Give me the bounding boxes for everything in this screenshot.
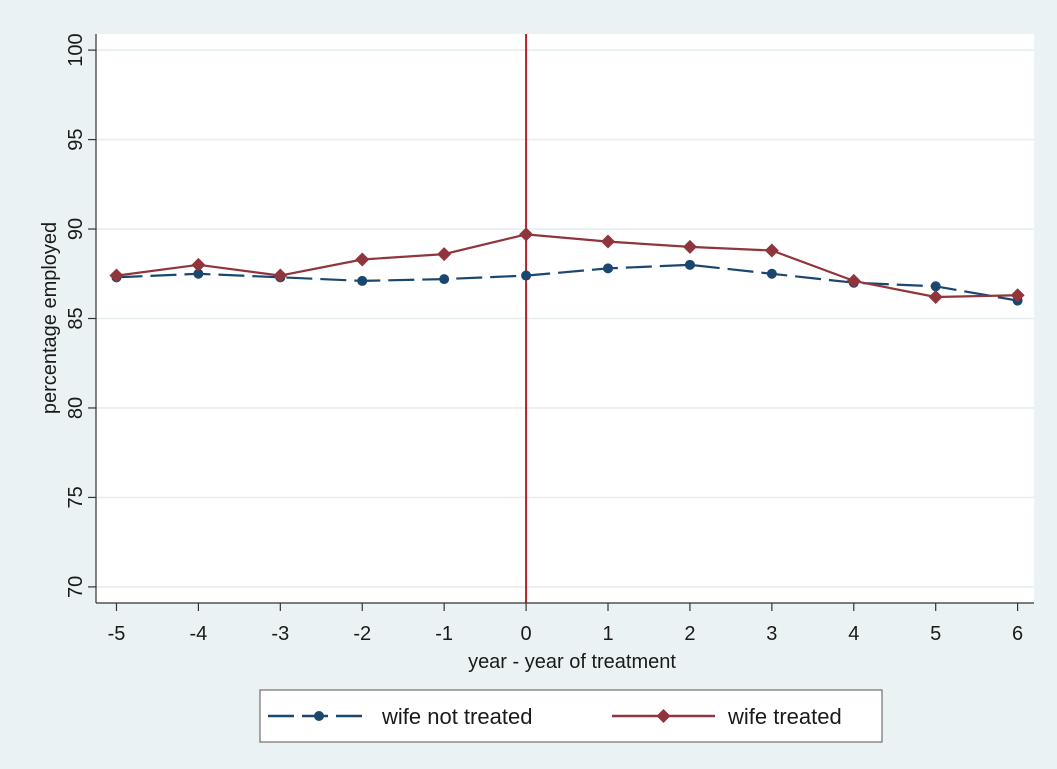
x-axis-title: year - year of treatment <box>468 651 676 673</box>
series-0-point <box>766 268 777 279</box>
series-0-point <box>193 268 204 279</box>
series-1-point <box>682 239 697 254</box>
grid-lines <box>96 49 1034 588</box>
series-1-point <box>437 247 452 262</box>
legend-marker-wife-treated <box>656 709 671 723</box>
x-tick-label: 1 <box>602 623 613 645</box>
series-1-point <box>601 234 616 249</box>
y-tick-label: 100 <box>65 33 87 66</box>
y-tick-label: 75 <box>65 486 87 508</box>
series-1-point <box>519 227 534 242</box>
x-tick-label: -3 <box>271 623 289 645</box>
series-group <box>109 227 1025 306</box>
x-tick-label: -5 <box>108 623 126 645</box>
legend-box <box>259 689 883 743</box>
y-tick-label: 95 <box>65 128 87 150</box>
x-tick-label: 2 <box>684 623 695 645</box>
y-axis-title: percentage employed <box>39 222 61 414</box>
series-1-point <box>273 268 288 283</box>
series-1-point <box>928 290 943 305</box>
x-tick-label: 0 <box>521 623 532 645</box>
x-tick-label: 4 <box>848 623 859 645</box>
series-1-point <box>764 243 779 258</box>
series-0-point <box>521 270 532 281</box>
series-1-point <box>1010 288 1025 303</box>
series-0-point <box>439 274 450 285</box>
x-tick-label: 6 <box>1012 623 1023 645</box>
series-0-point <box>357 275 368 286</box>
series-1-point <box>355 252 370 267</box>
legend: wife not treated wife treated <box>259 689 883 743</box>
axes-group: 70 75 80 85 90 95 100 -5 -4 -3 -2 -1 0 1 2 3 4 5 6 <box>65 33 1034 645</box>
y-tick-label: 85 <box>65 307 87 329</box>
series-1-point <box>846 273 861 288</box>
series-0-point <box>603 263 614 274</box>
series-line-1 <box>116 233 1018 299</box>
series-1-point <box>109 268 124 283</box>
series-0-point <box>930 281 941 292</box>
x-tick-label: 5 <box>930 623 941 645</box>
series-1-point <box>191 257 206 272</box>
legend-label-wife-treated: wife treated <box>727 704 842 729</box>
x-tick-label: -2 <box>353 623 371 645</box>
y-tick-label: 80 <box>65 397 87 419</box>
x-tick-label: 3 <box>766 623 777 645</box>
legend-label-wife-not-treated: wife not treated <box>381 704 532 729</box>
series-0-point <box>684 259 695 270</box>
y-tick-label: 70 <box>65 576 87 598</box>
y-tick-label: 90 <box>65 218 87 240</box>
legend-marker-wife-not-treated <box>314 711 324 721</box>
x-tick-label: -4 <box>190 623 208 645</box>
x-tick-label: -1 <box>435 623 453 645</box>
